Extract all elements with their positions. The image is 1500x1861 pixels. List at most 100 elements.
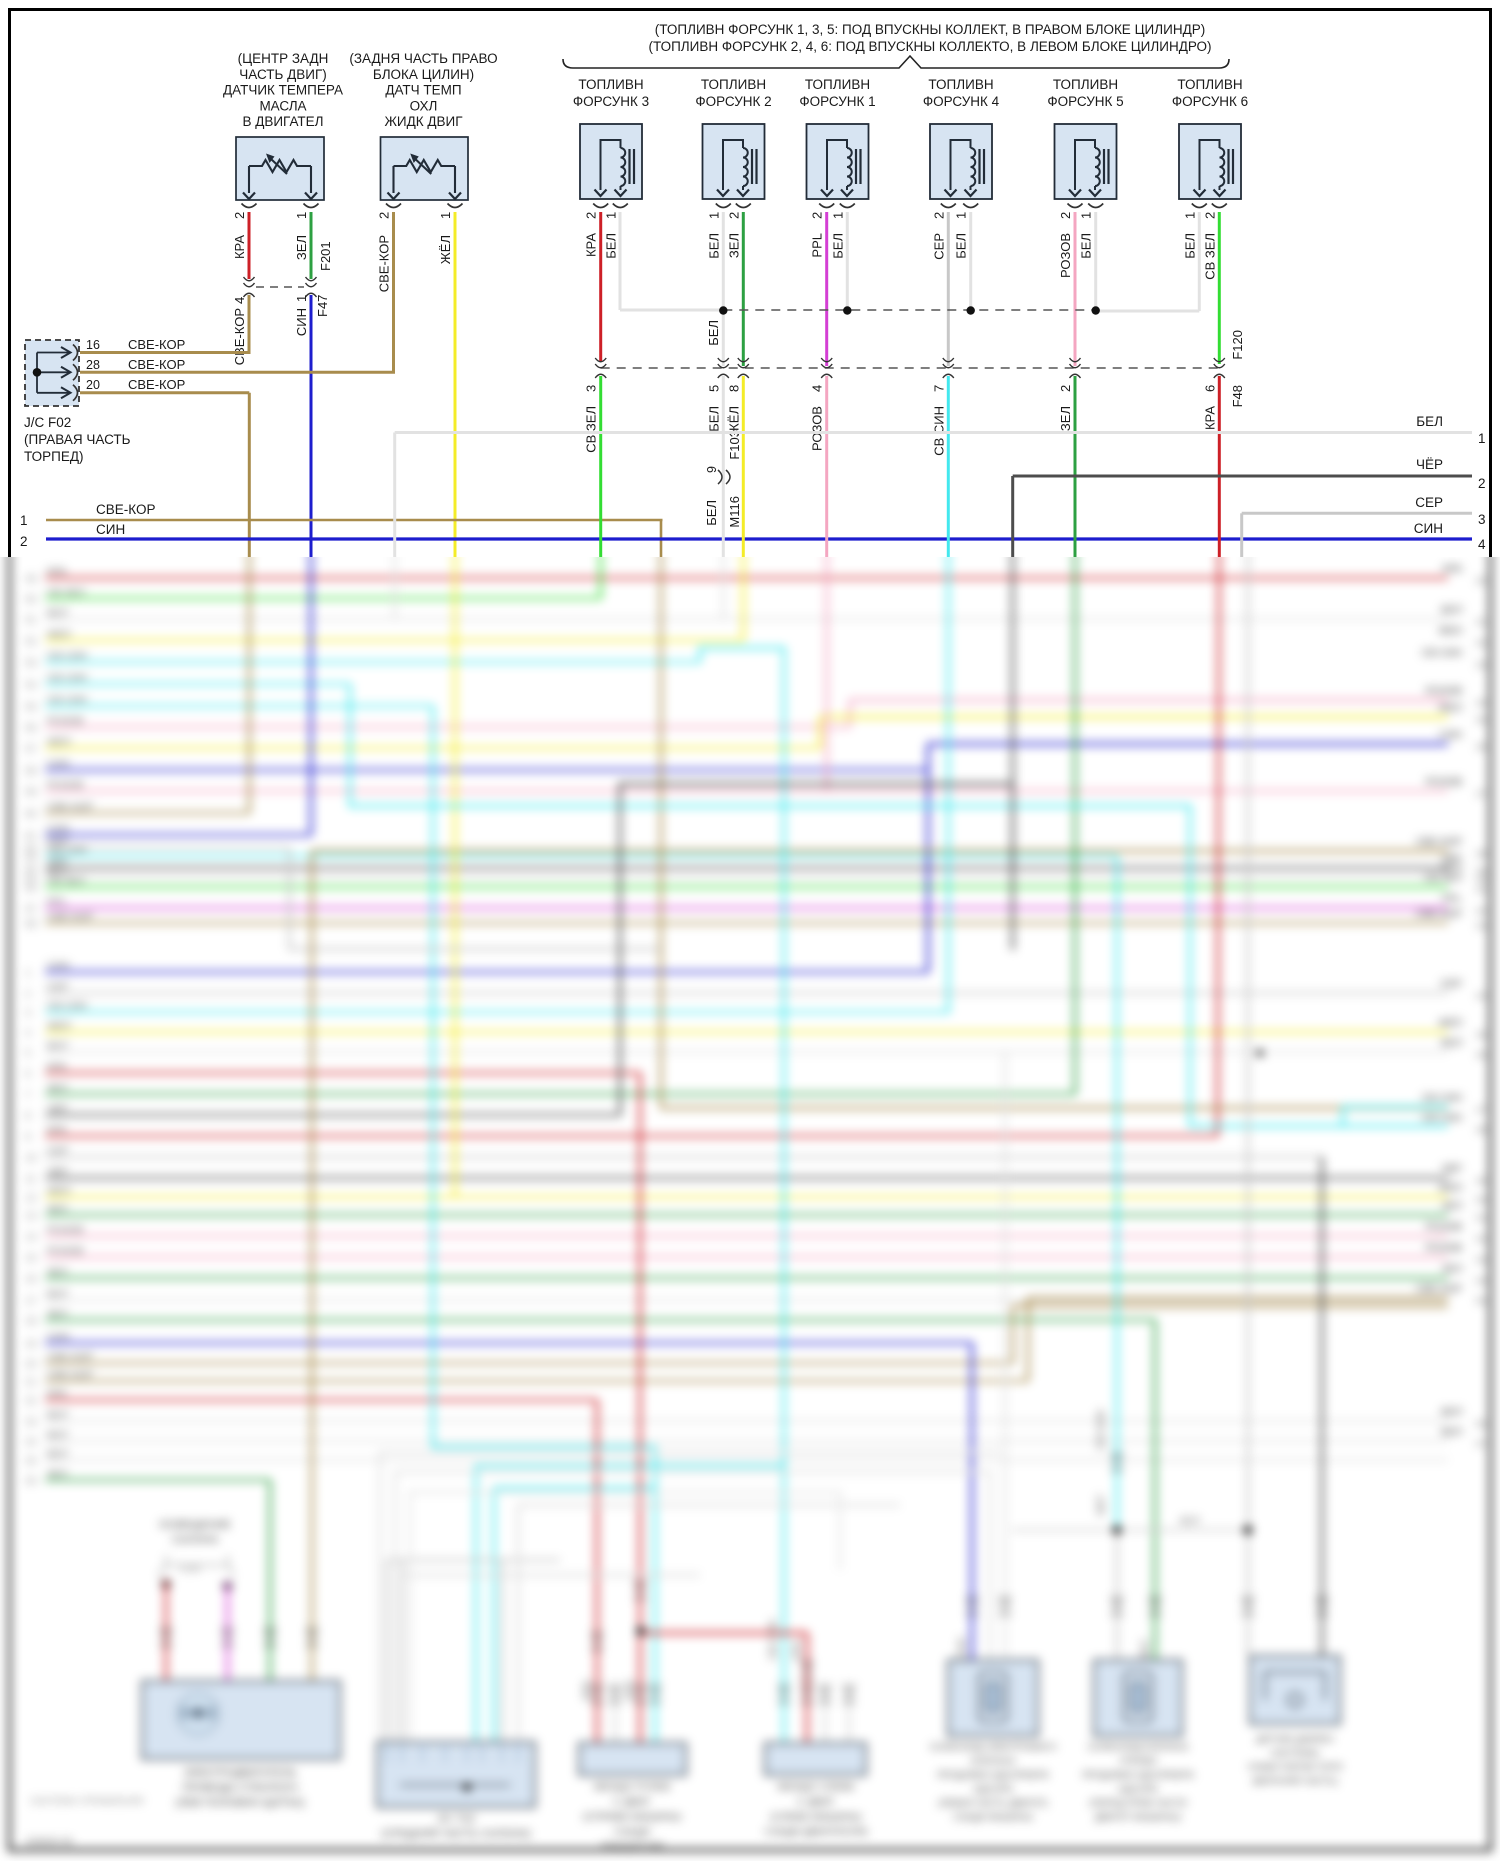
svg-text:17: 17 (25, 1295, 37, 1307)
svg-text:35: 35 (1476, 715, 1487, 726)
svg-text:СЗАДИ: СЗАДИ (614, 1826, 650, 1838)
svg-text:СВЕ-КОР: СВЕ-КОР (47, 1351, 93, 1363)
svg-text:55: 55 (1476, 1296, 1487, 1307)
svg-text:53: 53 (1476, 1255, 1487, 1266)
svg-text:15: 15 (25, 1252, 37, 1264)
svg-text:2: 2 (931, 212, 946, 219)
svg-text:БЕЛ: БЕЛ (47, 1429, 68, 1441)
svg-text:СВЕ-КОР: СВЕ-КОР (47, 801, 93, 813)
svg-text:КРА: КРА (47, 566, 66, 578)
svg-text:52: 52 (1476, 1234, 1487, 1245)
svg-text:PPL: PPL (810, 233, 825, 258)
svg-text:СЕР: СЕР (1415, 495, 1443, 510)
svg-text:6: 6 (25, 1068, 31, 1080)
svg-text:159000-05: 159000-05 (25, 1837, 73, 1848)
svg-text:19: 19 (25, 1338, 37, 1350)
svg-text:ЧЁР: ЧЁР (1441, 853, 1462, 865)
svg-text:F120: F120 (1230, 330, 1245, 360)
svg-text:ЖЁЛ: ЖЁЛ (1438, 702, 1462, 714)
svg-text:БЕЛ: БЕЛ (1079, 233, 1094, 259)
svg-text:СИН: СИН (96, 522, 125, 537)
svg-text:СИН: СИН (956, 1637, 968, 1660)
svg-text:СИН: СИН (47, 758, 70, 770)
svg-text:39: 39 (1476, 866, 1487, 877)
svg-text:11: 11 (25, 1173, 36, 1185)
svg-text:38: 38 (1476, 849, 1487, 860)
svg-text:ЖЁЛ: ЖЁЛ (438, 235, 453, 264)
svg-text:52: 52 (25, 635, 37, 647)
svg-text:БЕЛ: БЕЛ (47, 1409, 68, 1421)
svg-text:3: 3 (1478, 512, 1486, 527)
svg-text:36: 36 (1476, 742, 1487, 753)
svg-text:БЕЛ: БЕЛ (47, 866, 68, 878)
svg-text:С ДВИГ: С ДВИГ (797, 1796, 835, 1808)
svg-text:СЗАДИ ДВИГАТЕЛЯ): СЗАДИ ДВИГАТЕЛЯ) (765, 1826, 868, 1838)
svg-text:ТОПЛИВН: ТОПЛИВН (701, 77, 766, 92)
svg-text:БЕЛ: БЕЛ (704, 500, 719, 526)
svg-text:ТОПЛИВН: ТОПЛИВН (1177, 77, 1242, 92)
svg-text:ЗЕЛ: ЗЕЛ (47, 1468, 67, 1480)
svg-text:4: 4 (25, 1027, 31, 1039)
svg-text:СИН: СИН (47, 960, 70, 972)
svg-text:ЖЁЛ: ЖЁЛ (47, 1020, 71, 1032)
svg-text:(СЛЕВА МАШИНЫ: (СЛЕВА МАШИНЫ (771, 1811, 862, 1823)
svg-text:67: 67 (25, 903, 37, 915)
svg-text:РОЗОВ: РОЗОВ (1058, 233, 1073, 278)
svg-text:СВ СИН: СВ СИН (47, 672, 87, 684)
svg-text:63: 63 (25, 851, 37, 863)
svg-text:СВ СИН: СВ СИН (1422, 1112, 1462, 1124)
svg-text:4: 4 (810, 385, 825, 392)
svg-text:КРА: КРА (47, 1061, 66, 1073)
svg-text:СВ СИН: СВ СИН (47, 650, 87, 662)
svg-text:62: 62 (25, 843, 37, 855)
svg-text:БЕЛ: БЕЛ (47, 1288, 68, 1300)
svg-text:(ПРАВАЯ ЧАСТЬ: (ПРАВАЯ ЧАСТЬ (24, 432, 131, 447)
svg-text:СВ СИН: СВ СИН (1422, 647, 1462, 659)
svg-text:1: 1 (438, 212, 453, 219)
svg-text:9: 9 (705, 466, 719, 473)
svg-text:J/C Т02: J/C Т02 (437, 1813, 476, 1825)
svg-text:21: 21 (25, 1376, 37, 1388)
svg-text:ЖИДК ДВИГ: ЖИДК ДВИГ (384, 114, 463, 129)
svg-text:F103: F103 (727, 430, 742, 460)
svg-text:ОСВЕЩЕНИЕ: ОСВЕЩЕНИЕ (159, 1519, 231, 1531)
svg-text:2: 2 (1202, 212, 1217, 219)
svg-text:БЕЛ: БЕЛ (47, 607, 68, 619)
svg-text:16: 16 (86, 338, 100, 352)
svg-text:1: 1 (1478, 431, 1486, 446)
svg-text:КРА: КРА (232, 235, 247, 259)
svg-text:(ПЕРЕД ПРАВ ЧАСТИ: (ПЕРЕД ПРАВ ЧАСТИ (1089, 1798, 1187, 1809)
svg-text:БЕЛ: БЕЛ (1441, 1406, 1462, 1418)
svg-text:18: 18 (25, 1315, 37, 1327)
svg-text:(ТОПЛИВН ФОРСУНК 2, 4, 6: ПОД: (ТОПЛИВН ФОРСУНК 2, 4, 6: ПОД ВПУСКНЫ КО… (648, 39, 1211, 54)
svg-text:СВ СИН: СВ СИН (47, 844, 87, 856)
svg-text:ЧЁР: ЧЁР (1416, 457, 1443, 472)
svg-text:50: 50 (25, 593, 37, 605)
svg-text:1: 1 (954, 212, 969, 219)
svg-text:54: 54 (25, 679, 37, 691)
svg-text:12: 12 (25, 1192, 37, 1204)
svg-text:ПРОДУВКИ АДСОРБЕРА: ПРОДУВКИ АДСОРБЕРА (1082, 1770, 1195, 1781)
svg-text:42: 42 (1476, 906, 1487, 917)
svg-text:(ЛЕВАЯ ЧАСТЬ ДВИГАТ): (ЛЕВАЯ ЧАСТЬ ДВИГАТ) (938, 1798, 1048, 1809)
svg-text:КРА: КРА (581, 1681, 593, 1700)
svg-text:БЕЛ: БЕЛ (1441, 1426, 1462, 1438)
svg-text:40: 40 (1476, 875, 1487, 886)
svg-text:45: 45 (1476, 1030, 1487, 1041)
svg-text:2: 2 (584, 212, 599, 219)
svg-text:АДСОРБ: АДСОРБ (1118, 1784, 1158, 1795)
svg-text:БЕЛ: БЕЛ (954, 233, 969, 259)
svg-text:ФОРСУНК 1: ФОРСУНК 1 (799, 94, 875, 109)
svg-text:КРА: КРА (47, 1124, 66, 1136)
svg-text:23: 23 (25, 1416, 37, 1428)
svg-text:65: 65 (25, 873, 37, 885)
svg-text:ТОПЛИВН: ТОПЛИВН (928, 77, 993, 92)
svg-text:МЕЖДУ СЛЕВА: МЕЖДУ СЛЕВА (777, 1781, 854, 1793)
svg-text:25: 25 (25, 1455, 37, 1467)
svg-text:С ДВИГ: С ДВИГ (613, 1796, 651, 1808)
svg-text:ЖЁЛ: ЖЁЛ (47, 628, 71, 640)
svg-text:58: 58 (25, 765, 37, 777)
svg-text:МЕЖДУ РУЛЕВ: МЕЖДУ РУЛЕВ (594, 1781, 670, 1793)
svg-text:1: 1 (706, 212, 721, 219)
svg-text:ЧЁР: ЧЁР (47, 1103, 68, 1115)
